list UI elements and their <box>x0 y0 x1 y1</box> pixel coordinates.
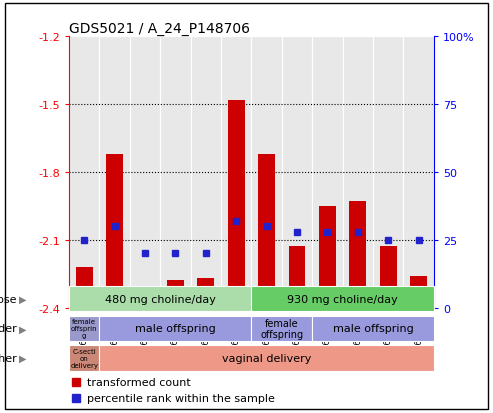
Text: 480 mg choline/day: 480 mg choline/day <box>105 294 215 304</box>
Bar <box>289 247 305 308</box>
Bar <box>319 206 336 308</box>
Text: female
offsprin
g: female offsprin g <box>71 318 98 339</box>
Bar <box>69 37 100 308</box>
Bar <box>100 37 130 308</box>
Text: 930 mg choline/day: 930 mg choline/day <box>287 294 398 304</box>
Bar <box>69 316 100 342</box>
Bar <box>410 276 427 308</box>
Bar <box>251 286 434 312</box>
Text: vaginal delivery: vaginal delivery <box>222 354 311 363</box>
Text: female
offspring: female offspring <box>260 318 303 339</box>
Text: gender: gender <box>0 324 17 334</box>
Bar <box>69 345 100 371</box>
Bar <box>198 278 214 308</box>
Text: transformed count: transformed count <box>87 377 191 387</box>
Bar <box>76 267 93 308</box>
Bar <box>258 154 275 308</box>
Bar <box>69 286 251 312</box>
Bar <box>160 37 191 308</box>
Text: male offspring: male offspring <box>333 324 414 334</box>
Text: percentile rank within the sample: percentile rank within the sample <box>87 394 275 404</box>
Bar <box>403 37 434 308</box>
Bar <box>221 37 251 308</box>
Text: ▶: ▶ <box>19 294 26 304</box>
Bar <box>100 316 251 342</box>
Text: GDS5021 / A_24_P148706: GDS5021 / A_24_P148706 <box>69 22 250 36</box>
Text: ▶: ▶ <box>19 354 26 363</box>
Text: ▶: ▶ <box>19 324 26 334</box>
Bar <box>130 37 160 308</box>
Text: other: other <box>0 354 17 363</box>
Bar <box>380 247 396 308</box>
Bar <box>343 37 373 308</box>
Text: C-secti
on
delivery: C-secti on delivery <box>70 348 98 368</box>
Text: dose: dose <box>0 294 17 304</box>
Text: male offspring: male offspring <box>135 324 216 334</box>
Bar <box>312 316 434 342</box>
Bar <box>137 303 153 308</box>
Bar <box>106 154 123 308</box>
Bar <box>251 316 312 342</box>
Bar <box>191 37 221 308</box>
Bar <box>373 37 403 308</box>
Bar <box>282 37 312 308</box>
Bar <box>350 202 366 308</box>
Bar <box>167 281 184 308</box>
Bar <box>228 100 245 308</box>
Bar <box>312 37 343 308</box>
Bar <box>251 37 282 308</box>
